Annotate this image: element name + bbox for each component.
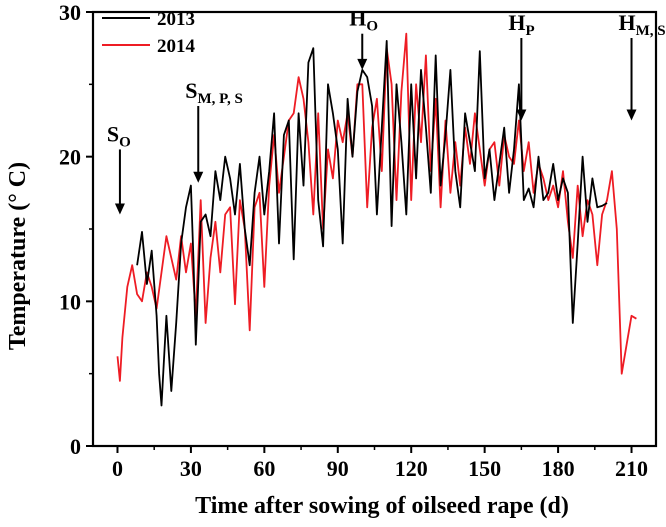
y-tick-label-30: 30 — [59, 0, 81, 25]
annotation-main-3: H — [508, 10, 525, 35]
annotation-arrowhead-3 — [516, 109, 527, 121]
annotation-label-3: HP — [508, 10, 534, 39]
x-tick-label-0: 0 — [112, 456, 123, 481]
legend-label-2014: 2014 — [157, 36, 196, 57]
y-tick-label-10: 10 — [59, 289, 81, 314]
annotation-main-2: H — [349, 6, 366, 31]
y-tick-label-0: 0 — [70, 434, 81, 459]
annotation-arrowhead-1 — [193, 171, 204, 183]
x-axis-title: Time after sowing of oilseed rape (d) — [195, 493, 569, 519]
legend-label-2013: 2013 — [157, 9, 195, 30]
x-tick-label-120: 120 — [395, 456, 428, 481]
y-axis-title: Temperature (° C) — [5, 162, 31, 350]
series-layer — [116, 32, 637, 407]
annotation-main-4: H — [619, 10, 636, 35]
series-line-2013 — [136, 40, 608, 407]
x-tick-label-90: 90 — [327, 456, 349, 481]
annotation-main-1: S — [185, 78, 197, 103]
annotation-arrowhead-2 — [357, 58, 368, 70]
y-tick-label-20: 20 — [59, 145, 81, 170]
x-tick-label-150: 150 — [468, 456, 501, 481]
x-tick-label-60: 60 — [253, 456, 275, 481]
axes-layer: 0 30 60 90 120 150 180 210 0 10 20 30 — [59, 0, 658, 481]
annotation-label-0: SO — [107, 121, 131, 150]
plot-frame — [91, 10, 658, 448]
x-tick-label-210: 210 — [615, 456, 648, 481]
legend: 2013 2014 — [102, 9, 196, 57]
annotation-sub-1: M, P, S — [198, 91, 243, 107]
annotation-arrowhead-4 — [626, 109, 637, 121]
annotation-sub-0: O — [119, 134, 131, 150]
x-tick-label-180: 180 — [542, 456, 575, 481]
annotation-sub-2: O — [366, 19, 378, 35]
annotation-main-0: S — [107, 121, 119, 146]
annotation-arrowhead-0 — [114, 203, 125, 215]
annotation-label-2: HO — [349, 6, 378, 35]
annotation-sub-3: P — [525, 23, 534, 39]
annotation-label-4: HM, S — [619, 10, 666, 39]
x-tick-label-30: 30 — [180, 456, 202, 481]
annotation-label-1: SM, P, S — [185, 78, 243, 107]
annotation-sub-4: M, S — [636, 23, 666, 39]
series-line-2014 — [116, 32, 637, 382]
